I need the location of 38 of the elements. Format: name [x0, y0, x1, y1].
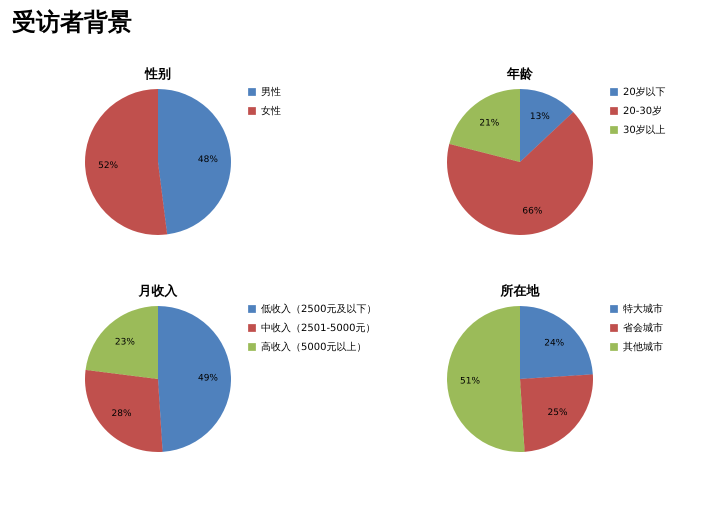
pie-slice	[85, 89, 168, 235]
data-label: 13%	[530, 112, 550, 122]
legend-label: 中收入（2501-5000元）	[261, 322, 376, 334]
legend-label: 其他城市	[623, 341, 663, 353]
data-label: 49%	[198, 373, 218, 384]
legend-label: 30岁以上	[623, 124, 666, 136]
data-label: 23%	[114, 337, 136, 348]
legend-label: 低收入（2500元及以下）	[261, 303, 376, 315]
data-label: 28%	[112, 409, 132, 420]
legend-label: 20岁以下	[623, 86, 666, 98]
pie-slice	[85, 370, 163, 452]
legend-label: 男性	[261, 86, 281, 98]
chart-title: 年龄	[506, 67, 534, 82]
data-label: 52%	[98, 161, 119, 172]
legend-label: 20-30岁	[623, 105, 662, 117]
chart-title: 月收入	[138, 283, 178, 299]
pie-slice	[158, 89, 231, 234]
pie-slice	[520, 306, 593, 379]
pie-slice	[447, 306, 525, 452]
data-label: 51%	[460, 376, 480, 387]
pie-slice	[158, 306, 231, 452]
data-label: 25%	[548, 408, 568, 418]
pie-slice	[449, 89, 520, 162]
legend-label: 高收入（5000元以上）	[261, 341, 366, 353]
data-label: 48%	[198, 154, 218, 165]
pie-slice	[447, 112, 593, 235]
legend-label: 女性	[261, 105, 281, 117]
legend-label: 特大城市	[623, 303, 663, 315]
legend-label: 省会城市	[623, 322, 663, 334]
data-label: 24%	[544, 338, 565, 349]
pie-slice	[520, 89, 574, 162]
chart-title: 所在地	[500, 283, 540, 299]
data-label: 66%	[522, 206, 543, 216]
pie-slice	[520, 374, 593, 452]
chart-title: 性别	[144, 67, 171, 82]
data-label: 21%	[479, 118, 500, 128]
text: 受访者背景	[12, 7, 132, 36]
pie-slice	[86, 306, 158, 379]
